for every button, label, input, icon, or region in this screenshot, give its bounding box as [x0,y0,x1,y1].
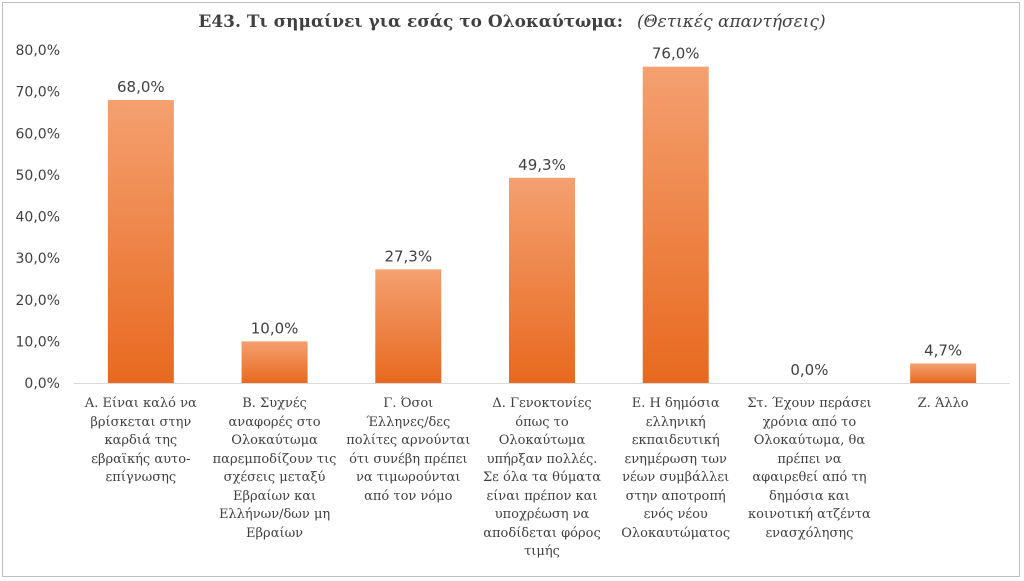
x-category-label-line: αποδίδεται φόρος [483,525,601,541]
x-category-label-line: βρίσκεται στην [90,414,192,430]
y-tick-label: 80,0% [16,43,60,59]
data-labels: 68,0% 10,0% 27,3% 49,3% 76,0% 0,0% 4,7% [117,45,962,379]
x-category-label-line: όπως το [515,414,569,430]
x-category-label-line: στην αποτροπή [625,488,726,504]
y-tick-label: 50,0% [16,168,60,184]
data-label: 10,0% [251,319,299,337]
bar [910,363,977,383]
y-tick-label: 30,0% [16,251,60,267]
x-category-label-line: υποχρέωση να [494,507,590,522]
bar [375,269,442,383]
bar [107,99,174,383]
x-category-label: Ζ. Άλλο [877,395,1009,414]
bars [107,66,977,384]
x-category-label-line: Γ. Όσοι [383,396,434,411]
y-tick-label: 60,0% [16,126,60,142]
data-label: 4,7% [924,341,962,359]
y-axis: 0,0% 10,0% 20,0% 30,0% 40,0% 50,0% 60,0% 70,0% 8… [16,43,60,392]
x-category-label-line: Έλληνες/δες [366,414,451,430]
bar [642,66,709,384]
x-category-label-line: ενός νέου [643,507,708,522]
x-category-label-line: Ε. Η δημόσια [631,396,720,411]
x-category-label-line: επίγνωσης [105,470,177,485]
chart-title-main: Ε43. Τι σημαίνει για εσάς το Ολοκαύτωμα: [198,12,624,32]
bar [509,177,575,383]
x-category-label-line: Ολοκαύτωμα [498,433,586,448]
x-category-label-line: κοινοτική ατζέντα [748,507,871,522]
x-category-label: Στ. Έχουν περάσει χρόνια από το Ολοκαύτωμα… [743,395,875,543]
y-tick-label: 0,0% [24,376,60,392]
x-category-label-line: Δ. Γενοκτονίες [492,396,592,411]
x-category-label-line: σχέσεις μεταξύ [223,470,326,485]
x-category-label-line: παρεμποδίζουν τις [212,451,337,467]
x-category-label-line: Ζ. Άλλο [917,396,969,411]
x-category-label-line: εκπαιδευτική [631,433,720,448]
x-category-label: Γ. Όσοι Έλληνες/δες πολίτες αρνούνται ότι σ… [342,395,474,506]
x-category-label-line: υπήρξαν πολλές. [486,451,598,467]
data-label: 76,0% [652,45,700,63]
x-category-label-line: αναφορές στο [228,414,321,430]
x-category-label-line: από τον νόμο [364,488,453,504]
x-category-label-line: Ολοκαύτωμα, θα [753,433,866,448]
x-category-label-line: τιμής [524,544,560,559]
y-tick-label: 70,0% [16,85,60,101]
data-label: 27,3% [384,247,432,265]
x-category-label-line: δημόσια και [769,488,850,504]
x-category-label: Ε. Η δημόσια ελληνική εκπαιδευτική ενημέρωσ… [610,395,742,543]
x-category-label-line: Ολοκαύτωμα [231,433,318,448]
y-tick-label: 20,0% [16,293,60,309]
x-category-label-line: ενημέρωση των [624,451,727,467]
x-category-label-line: Β. Συχνές [242,396,307,411]
x-category-label-line: Εβραίων [246,525,304,541]
x-category-label-line: είναι πρέπον και [486,488,598,504]
x-category-label-line: να τιμωρούνται [356,470,461,485]
x-category-label-line: χρόνια από το [762,414,857,430]
x-category-label-line: ότι συνέβη πρέπει [349,451,468,467]
x-category-label-line: εβραϊκής αυτο- [91,451,191,467]
x-category-label-line: πολίτες αρνούνται [346,433,471,448]
x-category-label-line: Ελλήνων/δων μη [218,507,331,522]
x-category-label-line: Α. Είναι καλό να [84,396,197,411]
x-category-label-line: ελληνική [645,414,706,430]
y-tick-label: 10,0% [16,334,60,350]
x-category-label-line: πρέπει να [777,451,842,467]
bar [241,341,308,383]
data-label: 0,0% [790,361,828,379]
x-category-label: Δ. Γενοκτονίες όπως το Ολοκαύτωμα υπήρξαν π… [476,395,608,562]
y-tick-label: 40,0% [16,210,60,226]
chart-title: Ε43. Τι σημαίνει για εσάς το Ολοκαύτωμα:… [0,12,1024,32]
data-label: 68,0% [117,78,165,96]
chart-subtitle: (Θετικές απαντήσεις) [637,12,826,32]
x-category-label-line: Σε όλα τα θύματα [482,470,602,485]
x-category-label: Β. Συχνές αναφορές στο Ολοκαύτωμα παρεμποδί… [209,395,341,543]
x-category-label-line: αφαιρεθεί από τη [752,470,867,485]
x-category-label-line: νέων συμβάλλει [622,470,730,485]
data-label: 49,3% [518,156,566,174]
x-category-label-line: ενασχόλησης [765,525,854,541]
x-category-label-line: Εβραίων και [232,488,317,504]
x-category-label-line: καρδιά της [104,433,178,448]
x-category-label-line: Στ. Έχουν περάσει [747,396,872,411]
x-category-label-line: Ολοκαυτώματος [621,525,731,541]
x-category-label: Α. Είναι καλό να βρίσκεται στην καρδιά της… [75,395,207,488]
